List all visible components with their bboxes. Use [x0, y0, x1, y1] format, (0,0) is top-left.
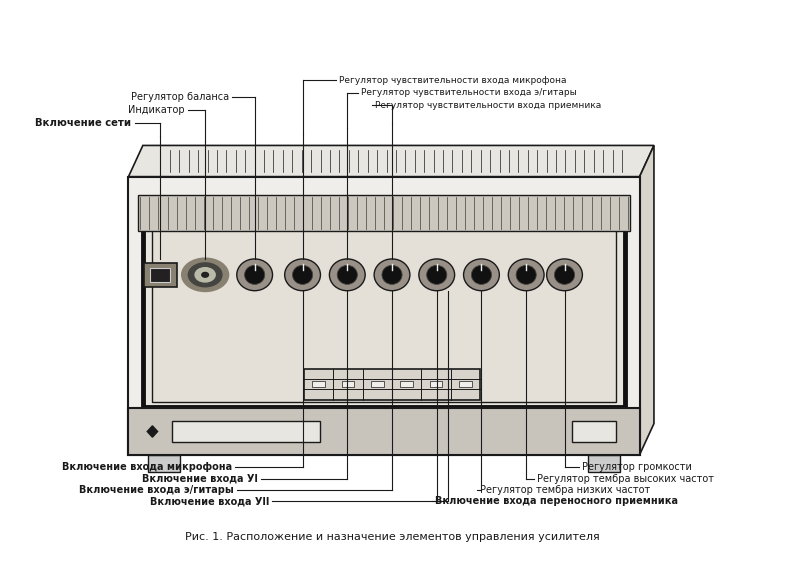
Bar — [138, 195, 630, 230]
Bar — [430, 381, 442, 387]
Bar — [149, 455, 180, 472]
Ellipse shape — [471, 265, 491, 284]
Bar — [342, 381, 354, 387]
Ellipse shape — [554, 265, 574, 284]
Bar — [129, 408, 639, 455]
Bar — [588, 455, 620, 472]
Bar — [400, 381, 413, 387]
Ellipse shape — [463, 259, 499, 291]
Text: Регулятор баланса: Регулятор баланса — [131, 92, 229, 102]
Text: Включение входа микрофона: Включение входа микрофона — [62, 462, 232, 472]
Text: Регулятор громкости: Регулятор громкости — [582, 462, 692, 472]
Text: Регулятор чувствительности входа микрофона: Регулятор чувствительности входа микрофо… — [339, 76, 567, 85]
Ellipse shape — [508, 259, 544, 291]
Bar — [572, 421, 616, 442]
Text: Включение входа переносного приемника: Включение входа переносного приемника — [435, 496, 678, 506]
Text: Регулятор чувствительности входа приемника: Регулятор чувствительности входа приемни… — [375, 101, 602, 110]
Circle shape — [195, 267, 215, 282]
Text: Включение входа УI: Включение входа УI — [142, 473, 258, 484]
Polygon shape — [147, 426, 158, 437]
Ellipse shape — [374, 259, 410, 291]
Bar — [313, 381, 325, 387]
Bar — [172, 421, 320, 442]
Bar — [459, 381, 472, 387]
Text: Регулятор тембра высоких частот: Регулятор тембра высоких частот — [538, 473, 714, 484]
Ellipse shape — [245, 265, 265, 284]
Ellipse shape — [426, 265, 446, 284]
Circle shape — [188, 263, 222, 287]
Text: Рис. 1. Расположение и назначение элементов управления усилителя: Рис. 1. Расположение и назначение элемен… — [185, 532, 599, 542]
Bar — [143, 204, 626, 406]
Ellipse shape — [516, 265, 536, 284]
Bar — [304, 369, 480, 400]
Bar — [144, 263, 177, 287]
Bar — [371, 381, 384, 387]
Ellipse shape — [338, 265, 358, 284]
Circle shape — [182, 258, 229, 291]
Text: Регулятор чувствительности входа э/гитары: Регулятор чувствительности входа э/гитар… — [361, 88, 577, 97]
Ellipse shape — [293, 265, 313, 284]
Ellipse shape — [330, 259, 365, 291]
Ellipse shape — [382, 265, 402, 284]
Text: Включение входа УII: Включение входа УII — [150, 496, 269, 506]
Text: Включение сети: Включение сети — [34, 118, 131, 128]
Bar — [150, 267, 170, 282]
Ellipse shape — [546, 259, 582, 291]
Polygon shape — [129, 146, 654, 176]
Polygon shape — [639, 146, 654, 455]
Ellipse shape — [419, 259, 454, 291]
Bar — [153, 208, 616, 402]
Ellipse shape — [237, 259, 273, 291]
Bar — [129, 176, 639, 455]
Text: Регулятор тембра низких частот: Регулятор тембра низких частот — [480, 485, 650, 495]
Text: Индикатор: Индикатор — [128, 105, 184, 115]
Text: Включение входа э/гитары: Включение входа э/гитары — [79, 485, 234, 495]
Ellipse shape — [285, 259, 321, 291]
Circle shape — [202, 273, 209, 277]
